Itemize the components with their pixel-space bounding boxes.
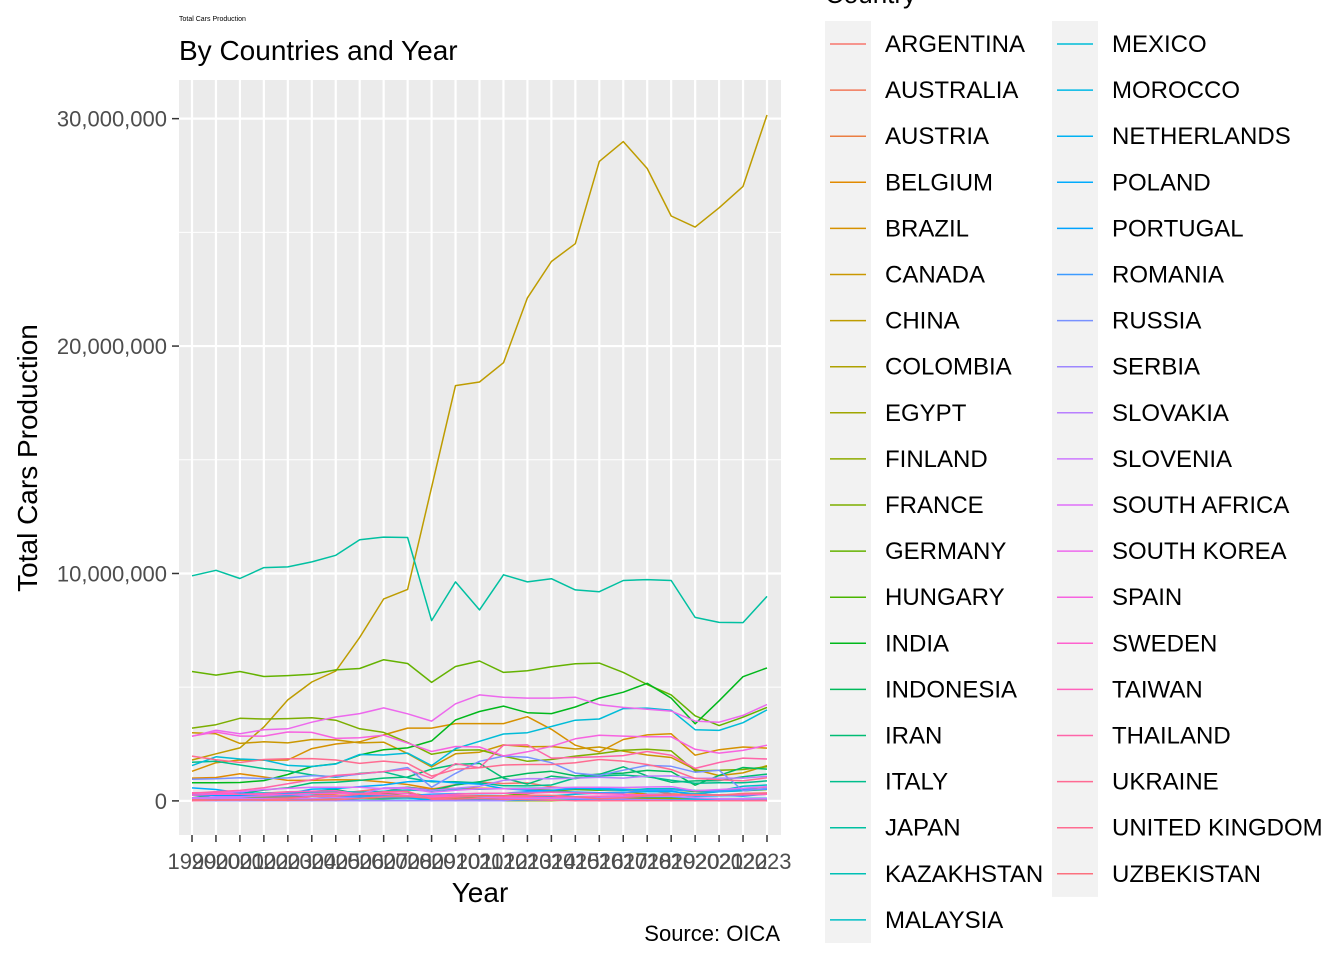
legend-label: POLAND [1112,169,1211,196]
x-tick-label: 2023 [743,849,792,874]
series-line [191,792,768,801]
legend-label: UKRAINE [1112,769,1219,796]
x-tick-label: 2014 [527,849,576,874]
x-tick-label: 2005 [311,849,360,874]
legend-label: HUNGARY [885,584,1005,611]
legend-label: MALAYSIA [885,907,1003,934]
legend-label: CANADA [885,262,985,289]
series-line [192,667,768,784]
legend-label: JAPAN [885,815,961,842]
series-line [191,731,768,777]
chart-caption: Source: OICA [644,921,780,946]
legend-label: SLOVAKIA [1112,400,1229,427]
series-line [191,536,768,624]
x-tick-label: 2007 [359,849,408,874]
series-line [191,760,768,787]
x-tick-label: 2020 [671,849,720,874]
legend-label: INDONESIA [885,676,1017,703]
x-tick-label: 2017 [599,849,648,874]
legend-title: Country [825,0,916,9]
legend-label: EGYPT [885,400,967,427]
legend-label: CHINA [885,308,960,335]
x-tick-label: 2021 [695,849,744,874]
series-line [191,755,768,792]
x-tick-label: 2019 [647,849,696,874]
legend-label: BRAZIL [885,215,969,242]
x-tick-label: 2011 [456,849,503,874]
legend-label: COLOMBIA [885,354,1012,381]
x-tick-label: 2008 [383,849,432,874]
x-tick-label: 2003 [263,849,312,874]
x-tick-label: 2015 [551,849,600,874]
legend-label: ARGENTINA [885,31,1025,58]
y-axis: 0 10,000,000 20,000,000 30,000,000 [57,107,179,814]
legend-label: AUSTRIA [885,123,989,150]
y-tick-label: 30,000,000 [57,107,167,132]
legend-label: UZBEKISTAN [1112,861,1261,888]
x-tick-label: 2018 [623,849,672,874]
legend-label: SPAIN [1112,584,1182,611]
legend-label: ROMANIA [1112,262,1224,289]
x-tick-label: 2016 [575,849,624,874]
legend-label: ITALY [885,769,948,796]
legend-label: INDIA [885,630,949,657]
x-tick-label: 2009 [407,849,456,874]
x-tick-label: 2012 [479,849,528,874]
x-tick-label: 2002 [239,849,288,874]
series-line [191,785,768,795]
x-tick-label: 2000 [191,849,240,874]
legend-label: THAILAND [1112,723,1231,750]
legend-label: AUSTRALIA [885,77,1018,104]
legend-label: KAZAKHSTAN [885,861,1043,888]
legend-label: IRAN [885,723,942,750]
series-line [191,715,768,773]
legend-label: BELGIUM [885,169,993,196]
series-line [191,731,768,757]
series-line [191,114,768,761]
chart-subtitle: By Countries and Year [179,35,458,66]
legend-label: RUSSIA [1112,308,1201,335]
legend-label: SERBIA [1112,354,1200,381]
y-tick-label: 20,000,000 [57,334,167,359]
legend-label: SLOVENIA [1112,446,1232,473]
legend-label: FRANCE [885,492,984,519]
legend-label: SOUTH AFRICA [1112,492,1289,519]
legend-label: MEXICO [1112,31,1207,58]
series-line [191,755,768,782]
y-tick-label: 0 [155,789,167,814]
series-line [191,658,768,727]
x-axis-title: Year [452,877,509,908]
series-line [191,707,768,768]
legend-label: SWEDEN [1112,630,1217,657]
x-tick-label: 2010 [431,849,480,874]
y-tick-label: 10,000,000 [57,561,167,586]
series-line [191,694,768,738]
legend-label: UNITED KINGDOM [1112,815,1323,842]
legend-label: TAIWAN [1112,676,1203,703]
x-tick-label: 2022 [719,849,768,874]
legend-label: MOROCCO [1112,77,1240,104]
legend-label: SOUTH KOREA [1112,538,1287,565]
legend-key-background [825,21,871,943]
chart-tiny-title: Total Cars Production [179,16,246,23]
legend-label: NETHERLANDS [1112,123,1291,150]
legend-label: PORTUGAL [1112,215,1244,242]
legend-label: FINLAND [885,446,988,473]
x-tick-label: 2006 [335,849,384,874]
series-line [191,790,767,802]
x-tick-label: 1999 [168,849,217,874]
x-tick-label: 2004 [287,849,336,874]
y-axis-title: Total Cars Production [12,324,43,592]
x-tick-label: 2013 [503,849,552,874]
series-line [191,716,768,772]
legend: Country ARGENTINA AUSTRALIA AUSTRIA BELGIUM… [825,0,1323,943]
x-tick-label: 2001 [215,849,264,874]
legend-label: GERMANY [885,538,1006,565]
series-lines [191,114,768,802]
x-axis: 1999200020012002200320042005200620072008… [168,835,792,874]
